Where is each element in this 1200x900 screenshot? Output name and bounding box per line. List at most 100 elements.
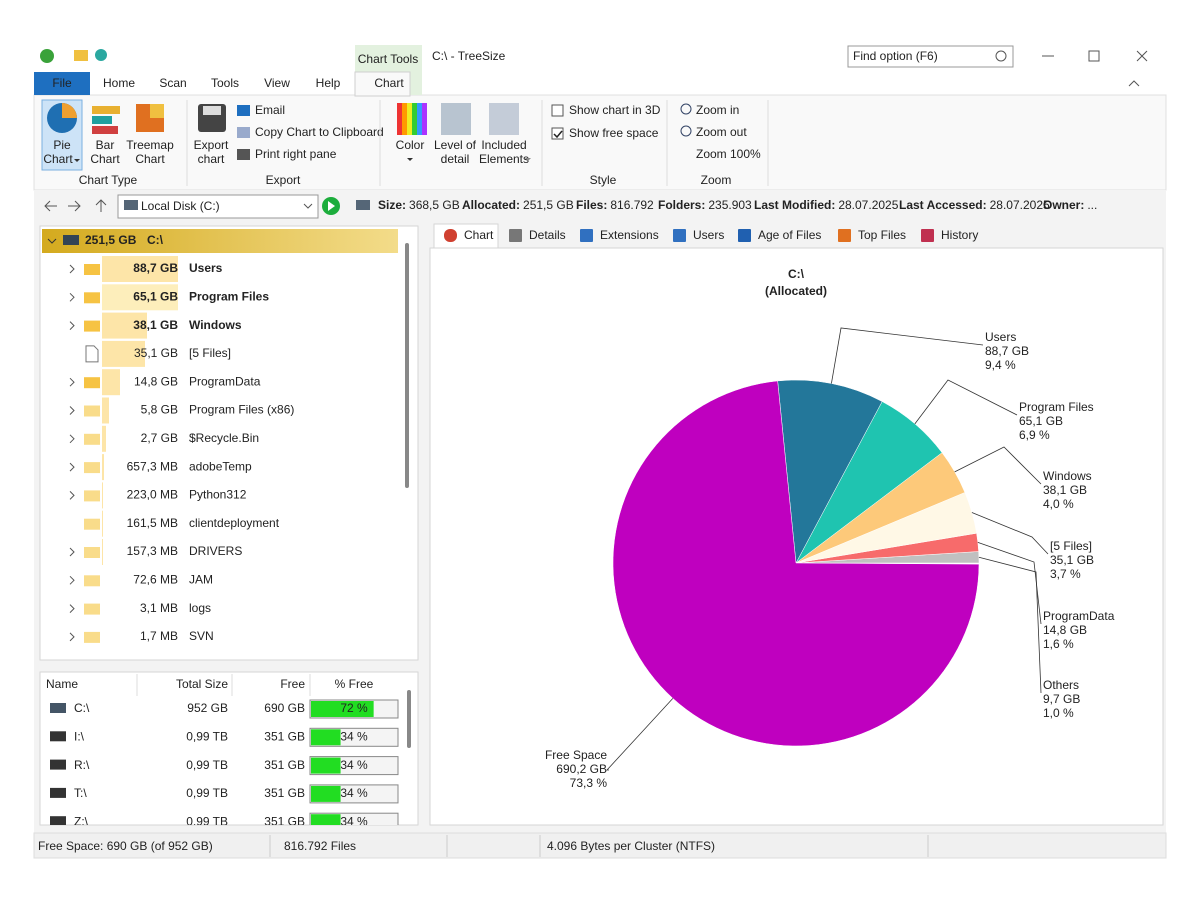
ribbon-item[interactable]: Print right pane xyxy=(255,147,337,161)
tree-name[interactable]: $Recycle.Bin xyxy=(189,431,259,445)
drive-name[interactable]: T:\ xyxy=(74,786,87,800)
checkbox-label[interactable]: Show chart in 3D xyxy=(569,103,661,117)
tree-name[interactable]: ProgramData xyxy=(189,374,261,388)
window-control[interactable] xyxy=(1088,50,1100,62)
tree-expander[interactable] xyxy=(69,491,75,500)
ribbon-item[interactable]: Copy Chart to Clipboard xyxy=(255,125,384,139)
tree-expander[interactable] xyxy=(69,434,75,444)
search-placeholder[interactable]: Find option (F6) xyxy=(853,49,938,63)
ribbon-button-label[interactable]: Export xyxy=(194,138,229,152)
tree-expander[interactable] xyxy=(69,264,75,274)
tree-size[interactable]: 1,7 MB xyxy=(140,629,178,643)
column-header[interactable]: Name xyxy=(46,677,78,691)
info-label: Last Modified: xyxy=(754,198,835,212)
tree-expander[interactable] xyxy=(69,547,75,557)
ribbon-button-label[interactable]: Bar xyxy=(96,138,115,152)
checkbox[interactable] xyxy=(551,127,564,140)
column-header[interactable]: Free xyxy=(280,677,305,691)
tree-size[interactable]: 14,8 GB xyxy=(134,374,178,388)
tree-collapse[interactable] xyxy=(47,238,57,244)
ribbon-tab[interactable]: Tools xyxy=(211,76,239,90)
tree-name[interactable]: Program Files (x86) xyxy=(189,403,294,417)
ribbon-button-label[interactable]: Chart xyxy=(90,152,120,166)
path-combobox[interactable] xyxy=(117,194,319,219)
tree-expander[interactable] xyxy=(69,632,75,642)
checkbox-label[interactable]: Show free space xyxy=(569,126,659,140)
tree-size[interactable]: 223,0 MB xyxy=(127,488,178,502)
tree-size[interactable]: 65,1 GB xyxy=(133,289,178,303)
tree-name[interactable]: Users xyxy=(189,261,223,275)
view-tab[interactable]: Chart xyxy=(464,228,494,242)
tree-name[interactable]: logs xyxy=(189,601,211,615)
ribbon-tab[interactable]: File xyxy=(52,76,72,90)
tree-size[interactable]: 38,1 GB xyxy=(133,318,178,332)
tree-expander[interactable] xyxy=(69,575,75,585)
ribbon-item[interactable]: Zoom 100% xyxy=(696,147,761,161)
drive-name[interactable]: R:\ xyxy=(74,758,90,772)
search-box[interactable] xyxy=(847,45,1014,68)
tree-name[interactable]: DRIVERS xyxy=(189,544,242,558)
ribbon-item[interactable]: Email xyxy=(255,103,285,117)
view-tab[interactable]: Age of Files xyxy=(758,228,821,242)
tree-size[interactable]: 88,7 GB xyxy=(133,261,178,275)
ribbon-item[interactable]: Zoom in xyxy=(696,103,739,117)
view-tab[interactable]: History xyxy=(941,228,978,242)
ribbon-tab[interactable]: Help xyxy=(316,76,341,90)
path-text[interactable]: Local Disk (C:) xyxy=(141,199,220,213)
tree-expander[interactable] xyxy=(69,321,75,330)
tree-name[interactable]: adobeTemp xyxy=(189,459,252,473)
tree-name[interactable]: clientdeployment xyxy=(189,516,280,530)
window-control[interactable] xyxy=(1136,50,1148,62)
tree-size[interactable]: 3,1 MB xyxy=(140,601,178,615)
ribbon-button-label[interactable]: Treemap xyxy=(126,138,174,152)
chart-subtitle: (Allocated) xyxy=(765,284,827,298)
column-header[interactable]: Total Size xyxy=(176,677,228,691)
ribbon-tab[interactable]: View xyxy=(264,76,290,90)
ribbon-collapse[interactable] xyxy=(1128,80,1140,87)
tree-name[interactable]: JAM xyxy=(189,572,213,586)
ribbon-tab[interactable]: Home xyxy=(103,76,135,90)
view-tab[interactable]: Details xyxy=(529,228,566,242)
ribbon-button-label[interactable]: Level of xyxy=(434,138,477,152)
tree-expander[interactable] xyxy=(69,462,75,472)
ribbon-button-label[interactable]: Included xyxy=(481,138,526,152)
view-tab[interactable]: Users xyxy=(693,228,724,242)
tree-size[interactable]: 72,6 MB xyxy=(133,572,178,586)
tree-expander[interactable] xyxy=(69,377,75,387)
tree-name[interactable]: SVN xyxy=(189,629,214,643)
checkbox[interactable] xyxy=(551,104,564,117)
column-header[interactable]: % Free xyxy=(335,677,374,691)
tree-size[interactable]: 35,1 GB xyxy=(134,346,178,360)
ribbon-button-label[interactable]: Color xyxy=(396,138,425,152)
view-tab-icon xyxy=(444,229,457,242)
ribbon-button-label[interactable]: Pie xyxy=(53,138,71,152)
ribbon-tab[interactable]: Chart xyxy=(374,76,404,90)
drive-name[interactable]: Z:\ xyxy=(74,814,89,828)
ribbon-button-label[interactable]: detail xyxy=(441,152,470,166)
ribbon-tab[interactable]: Scan xyxy=(159,76,186,90)
tree-size[interactable]: 2,7 GB xyxy=(141,431,178,445)
ribbon-button-label[interactable]: chart xyxy=(198,152,225,166)
tree-name[interactable]: Program Files xyxy=(189,289,269,303)
file-tab[interactable] xyxy=(34,72,90,95)
ribbon-item[interactable]: Zoom out xyxy=(696,125,747,139)
tree-name[interactable]: Python312 xyxy=(189,488,247,502)
tree-size[interactable]: 657,3 MB xyxy=(127,459,178,473)
tree-name[interactable]: Windows xyxy=(189,318,242,332)
tree-expander[interactable] xyxy=(69,292,75,302)
ribbon-button-label[interactable]: Chart xyxy=(43,152,73,166)
view-tab[interactable]: Extensions xyxy=(600,228,659,242)
tree-size[interactable]: 161,5 MB xyxy=(127,516,178,530)
tree-expander[interactable] xyxy=(69,406,75,415)
tree-expander[interactable] xyxy=(69,604,75,613)
view-tab[interactable]: Top Files xyxy=(858,228,906,242)
nav-arrows[interactable] xyxy=(44,199,107,212)
drive-name[interactable]: C:\ xyxy=(74,701,90,715)
tree-size[interactable]: 157,3 MB xyxy=(127,544,178,558)
tree-size[interactable]: 5,8 GB xyxy=(141,403,178,417)
drive-icon xyxy=(50,703,66,713)
tree-name[interactable]: [5 Files] xyxy=(189,346,231,360)
ribbon-button-label[interactable]: Elements xyxy=(479,152,529,166)
drive-name[interactable]: I:\ xyxy=(74,729,85,743)
ribbon-button-label[interactable]: Chart xyxy=(135,152,165,166)
